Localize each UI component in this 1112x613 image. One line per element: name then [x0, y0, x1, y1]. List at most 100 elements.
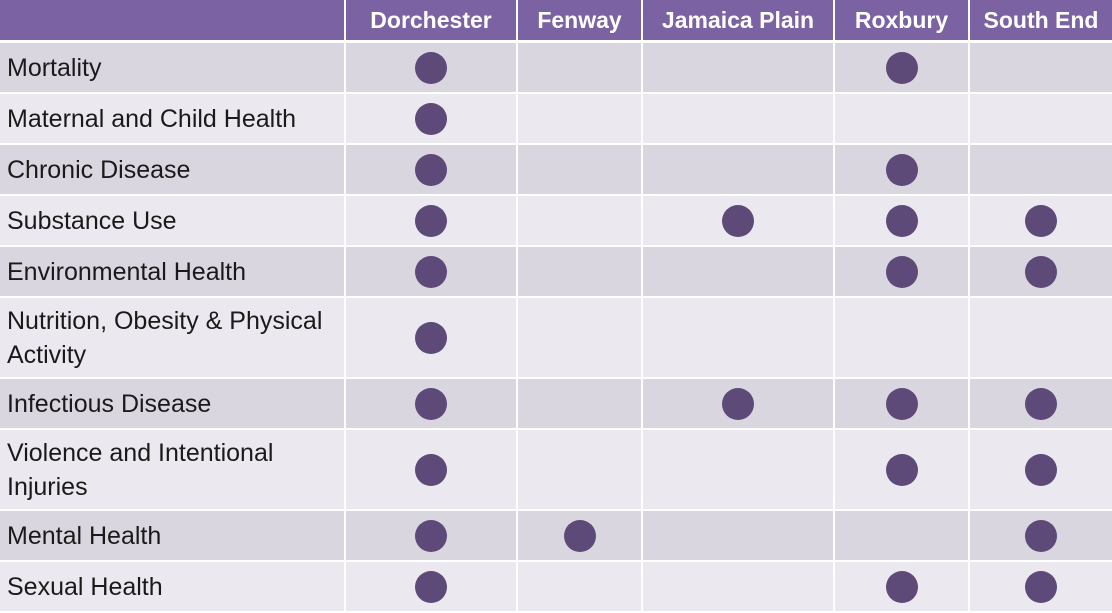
matrix-cell	[835, 196, 970, 247]
matrix-cell	[518, 196, 643, 247]
filled-circle-icon	[885, 255, 918, 288]
filled-circle-icon	[415, 204, 447, 237]
row-label: Infectious Disease	[0, 379, 346, 430]
matrix-cell	[835, 511, 970, 562]
filled-circle-icon	[415, 102, 447, 135]
filled-circle-icon	[722, 387, 754, 420]
matrix-cell	[346, 511, 518, 562]
row-label: Environmental Health	[0, 247, 346, 298]
matrix-cell	[970, 145, 1112, 196]
matrix-cell	[518, 379, 643, 430]
column-header-fenway: Fenway	[518, 0, 643, 43]
matrix-cell	[970, 511, 1112, 562]
matrix-cell	[518, 562, 643, 613]
header-corner	[0, 0, 346, 43]
matrix-cell	[970, 94, 1112, 145]
filled-circle-icon	[415, 453, 447, 486]
row-label: Nutrition, Obesity & Physical Activity	[0, 298, 346, 379]
row-label: Sexual Health	[0, 562, 346, 613]
matrix-cell	[518, 94, 643, 145]
matrix-cell	[835, 430, 970, 511]
filled-circle-icon	[1025, 387, 1057, 420]
matrix-cell	[346, 94, 518, 145]
filled-circle-icon	[1025, 570, 1057, 603]
filled-circle-icon	[415, 519, 447, 552]
table-row: Chronic Disease	[0, 145, 1112, 196]
filled-circle-icon	[885, 453, 918, 486]
column-header-roxbury: Roxbury	[835, 0, 970, 43]
filled-circle-icon	[722, 204, 754, 237]
table-row: Sexual Health	[0, 562, 1112, 613]
matrix-cell	[518, 43, 643, 94]
column-header-dorchester: Dorchester	[346, 0, 518, 43]
matrix-cell	[643, 562, 835, 613]
filled-circle-icon	[885, 153, 918, 186]
matrix-body: Mortality Maternal and Child Health Chroni…	[0, 43, 1112, 613]
matrix-cell	[835, 562, 970, 613]
filled-circle-icon	[885, 387, 918, 420]
matrix-cell	[970, 43, 1112, 94]
matrix-cell	[346, 196, 518, 247]
table-row: Infectious Disease	[0, 379, 1112, 430]
matrix-cell	[643, 43, 835, 94]
filled-circle-icon	[1025, 453, 1057, 486]
matrix-cell	[346, 43, 518, 94]
matrix-cell	[643, 430, 835, 511]
column-header-jamaica-plain: Jamaica Plain	[643, 0, 835, 43]
filled-circle-icon	[1025, 519, 1057, 552]
row-label: Mental Health	[0, 511, 346, 562]
filled-circle-icon	[885, 51, 918, 84]
filled-circle-icon	[415, 51, 447, 84]
filled-circle-icon	[415, 153, 447, 186]
matrix-cell	[346, 298, 518, 379]
filled-circle-icon	[415, 570, 447, 603]
table-row: Nutrition, Obesity & Physical Activity	[0, 298, 1112, 379]
table-row: Mental Health	[0, 511, 1112, 562]
matrix-cell	[643, 298, 835, 379]
table-row: Violence and Intentional Injuries	[0, 430, 1112, 511]
table-row: Maternal and Child Health	[0, 94, 1112, 145]
filled-circle-icon	[415, 321, 447, 354]
matrix-cell	[835, 247, 970, 298]
filled-circle-icon	[415, 387, 447, 420]
matrix-cell	[518, 298, 643, 379]
row-label: Violence and Intentional Injuries	[0, 430, 346, 511]
table-row: Environmental Health	[0, 247, 1112, 298]
matrix-cell	[835, 43, 970, 94]
matrix-cell	[970, 298, 1112, 379]
filled-circle-icon	[885, 570, 918, 603]
matrix-cell	[346, 145, 518, 196]
matrix-cell	[835, 94, 970, 145]
filled-circle-icon	[885, 204, 918, 237]
filled-circle-icon	[1025, 255, 1057, 288]
matrix-cell	[643, 196, 835, 247]
matrix-cell	[643, 94, 835, 145]
table-row: Mortality	[0, 43, 1112, 94]
matrix-cell	[970, 379, 1112, 430]
header-row: Dorchester Fenway Jamaica Plain Roxbury …	[0, 0, 1112, 43]
matrix-cell	[643, 145, 835, 196]
matrix-cell	[346, 247, 518, 298]
matrix-cell	[346, 562, 518, 613]
matrix-cell	[835, 379, 970, 430]
matrix-cell	[643, 379, 835, 430]
matrix-cell	[518, 430, 643, 511]
filled-circle-icon	[563, 519, 596, 552]
row-label: Substance Use	[0, 196, 346, 247]
matrix-cell	[835, 145, 970, 196]
matrix-cell	[518, 247, 643, 298]
matrix-cell	[970, 247, 1112, 298]
column-header-south-end: South End	[970, 0, 1112, 43]
matrix-cell	[970, 430, 1112, 511]
matrix-cell	[970, 562, 1112, 613]
table-row: Substance Use	[0, 196, 1112, 247]
filled-circle-icon	[415, 255, 447, 288]
matrix-cell	[970, 196, 1112, 247]
matrix-cell	[835, 298, 970, 379]
filled-circle-icon	[1025, 204, 1057, 237]
row-label: Maternal and Child Health	[0, 94, 346, 145]
matrix-cell	[518, 145, 643, 196]
row-label: Mortality	[0, 43, 346, 94]
matrix-cell	[346, 430, 518, 511]
